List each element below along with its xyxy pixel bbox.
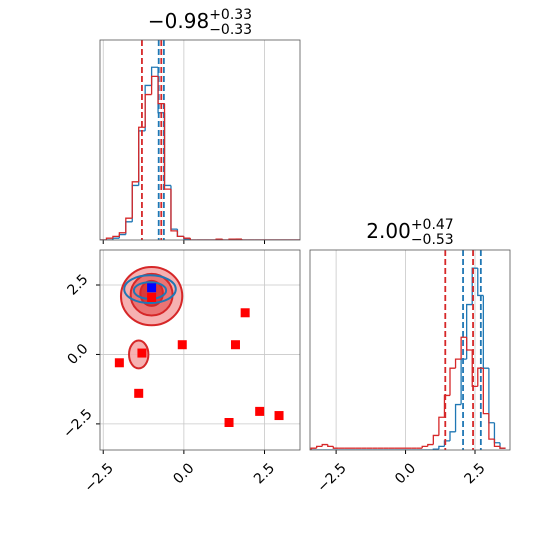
hist-step [482, 295, 489, 369]
y-tick-label: −2.5 [60, 406, 95, 441]
point [147, 293, 157, 302]
plot-area [100, 250, 300, 450]
point [137, 348, 147, 358]
hist-step [163, 112, 171, 187]
y-tick-label: 2.5 [64, 271, 91, 298]
plot-area [100, 40, 300, 240]
hist-step [221, 239, 230, 240]
title-upper: +0.33 [209, 7, 252, 23]
hist-step [316, 445, 323, 449]
hist-step [460, 336, 467, 360]
hist-step [466, 303, 473, 360]
y-tick-label: 0.0 [64, 341, 91, 368]
point [230, 340, 240, 350]
hist-step [449, 367, 456, 396]
hist-step [157, 76, 165, 105]
point [134, 388, 144, 398]
hist-step [488, 368, 495, 424]
point [147, 283, 157, 293]
hist-step [183, 236, 191, 239]
hist-step [477, 367, 484, 387]
hist-step [176, 229, 184, 238]
point [114, 358, 124, 368]
hist-step [144, 93, 152, 128]
hist-step [438, 445, 445, 450]
hist-step [118, 233, 126, 239]
hist-step [493, 439, 500, 448]
axes-frame [99, 249, 301, 451]
x-tick-label: −2.5 [314, 460, 349, 495]
hist-step [112, 235, 120, 239]
hist-step [499, 446, 506, 449]
plot-area [310, 250, 506, 450]
hist-step [488, 413, 495, 440]
hist-step [454, 358, 462, 369]
hist-step [189, 238, 197, 240]
hist-step [163, 103, 171, 190]
panel-title: 2.00 [366, 219, 411, 243]
title-upper: +0.47 [411, 217, 454, 233]
hist-step [125, 217, 133, 233]
hist-step [493, 422, 500, 444]
hist-step [454, 403, 462, 432]
hist-step [144, 84, 152, 131]
x-tick-label: 0.0 [170, 460, 197, 487]
hist-step [421, 445, 428, 449]
title-lower: −0.53 [411, 232, 454, 248]
x-tick-label: 2.5 [251, 460, 278, 487]
hist-step [150, 75, 159, 95]
hist-step [310, 447, 317, 450]
point [255, 406, 265, 416]
hist-step [499, 442, 506, 449]
point [274, 411, 284, 421]
hist-step [125, 221, 133, 235]
point [224, 418, 234, 427]
x-tick-label: −2.5 [81, 460, 116, 495]
point [240, 308, 250, 318]
hist-step [332, 446, 339, 449]
hist-step [427, 443, 434, 447]
hist-step [321, 443, 328, 447]
x-tick-label: 0.0 [392, 460, 419, 487]
hist-step [131, 184, 139, 222]
hist-step [138, 126, 146, 182]
axes-frame [309, 249, 511, 451]
hist-step [131, 181, 139, 219]
hist-step [118, 232, 126, 237]
hist-step [327, 444, 334, 448]
hist-step [438, 416, 445, 436]
hist-step [241, 239, 249, 240]
hist-step [170, 189, 178, 232]
title-lower: −0.33 [209, 22, 252, 38]
hist-step [432, 434, 439, 445]
x-tick-label: 2.5 [462, 460, 489, 487]
hist-step [176, 230, 184, 238]
point [177, 340, 187, 350]
axes-frame [99, 39, 301, 241]
hist-step [482, 368, 489, 415]
contour [123, 274, 177, 305]
hist-step [105, 237, 113, 240]
hist-step [449, 431, 456, 441]
hist-step [466, 337, 473, 351]
hist-step [170, 185, 178, 230]
panel-title: −0.98 [148, 9, 209, 33]
